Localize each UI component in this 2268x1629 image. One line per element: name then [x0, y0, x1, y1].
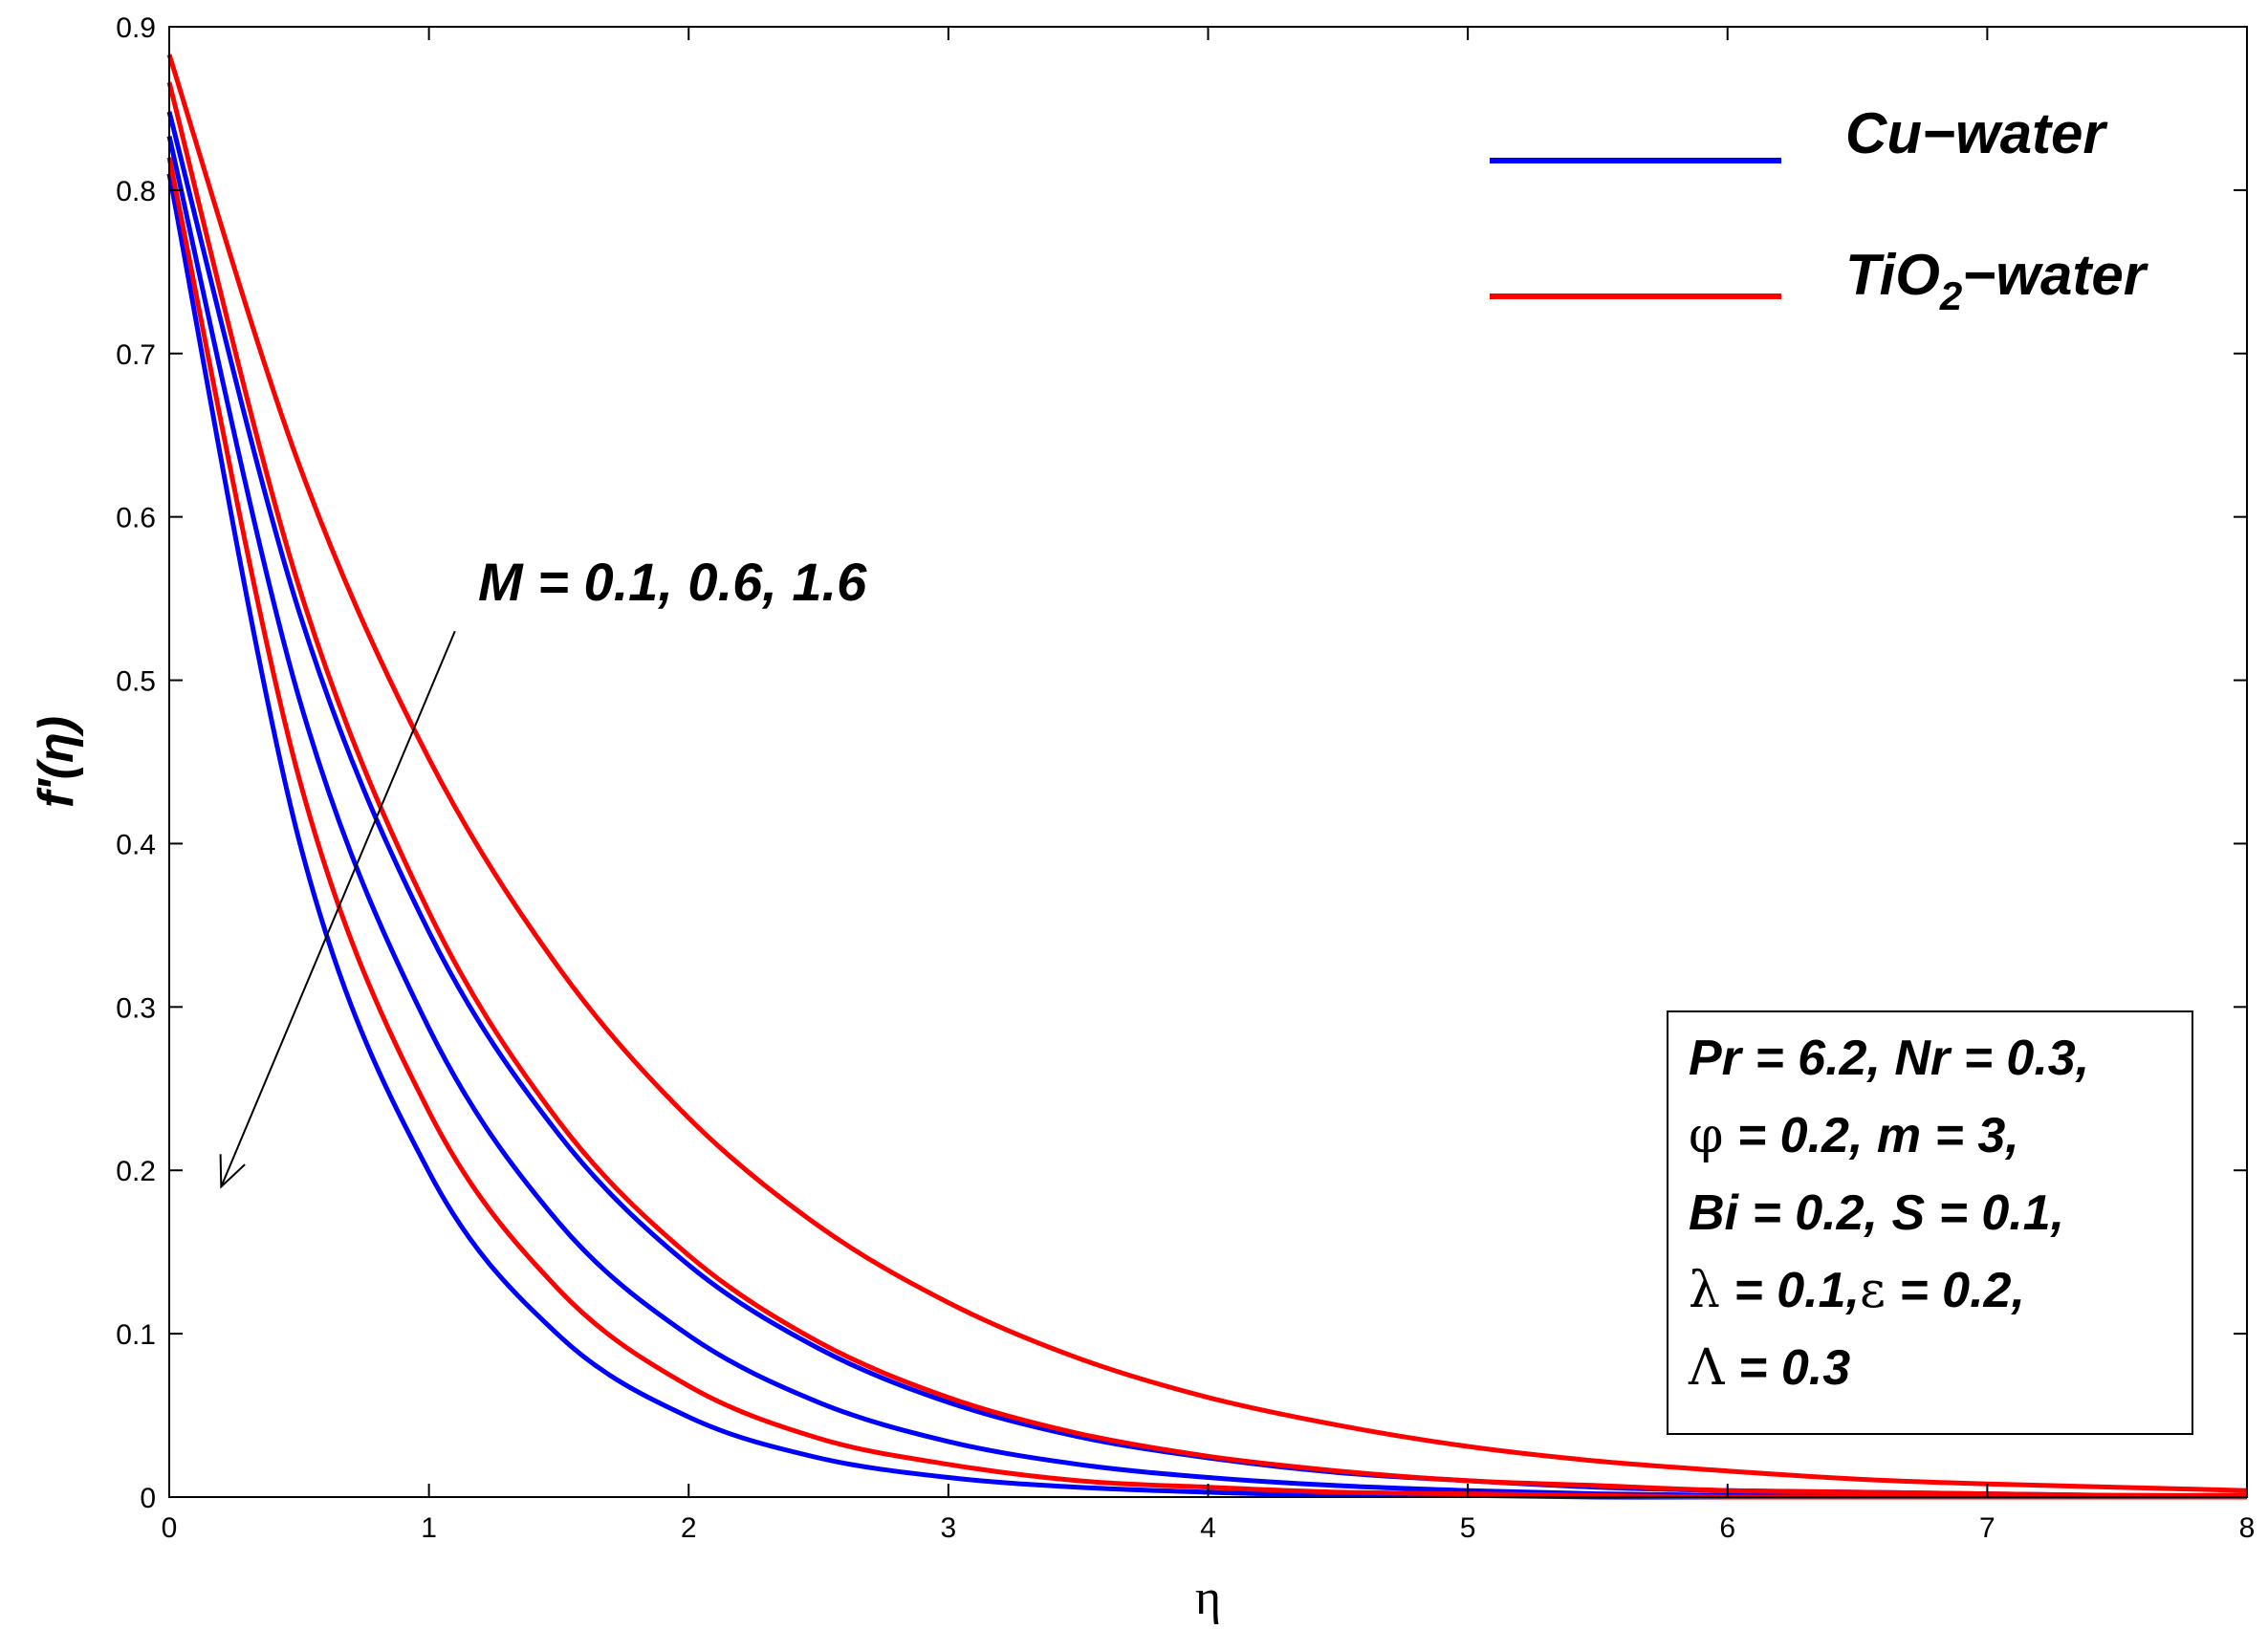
param-line-4-text: = 0.1,: [1720, 1263, 1860, 1318]
param-line-3: Bi = 0.2, S = 0.1,: [1689, 1185, 2064, 1241]
y-tick-label: 0: [140, 1483, 156, 1514]
x-axis-label: η: [1195, 1571, 1221, 1625]
param-line-4: λ = 0.1,ε = 0.2,: [1689, 1262, 2025, 1319]
param-line-1: Pr = 6.2, Nr = 0.3,: [1689, 1031, 2089, 1086]
y-tick-label: 0.3: [116, 992, 156, 1024]
annotation-arrowhead: [219, 1154, 246, 1189]
legend-label-tio2-rest: −water: [1962, 243, 2148, 307]
y-axis-label: f'(η): [29, 716, 84, 808]
x-tick-label: 6: [1719, 1512, 1735, 1544]
x-tick-label: 4: [1200, 1512, 1216, 1544]
legend-label-tio2-water: TiO2−water: [1845, 243, 2149, 318]
x-tick-label: 2: [681, 1512, 697, 1544]
y-tick-label: 0.8: [116, 176, 156, 207]
legend: Cu−water TiO2−water: [1490, 101, 2149, 318]
parameter-box: Pr = 6.2, Nr = 0.3, φ = 0.2, m = 3, Bi =…: [1667, 1010, 2193, 1435]
y-tick-label: 0.6: [116, 503, 156, 534]
x-tick-label: 1: [421, 1512, 437, 1544]
ticks-layer: 0 1 2 3 4 5 6 7 8 0 0.1 0.2 0.3 0.4 0.5 0.6 0.7 0.8 0.9: [116, 12, 2255, 1544]
annotation-m-values: M = 0.1, 0.6, 1.6: [478, 552, 867, 612]
capital-lambda-symbol: Λ: [1688, 1339, 1726, 1397]
param-line-2: φ = 0.2, m = 3,: [1689, 1107, 2019, 1164]
param-line-3-text: Bi = 0.2, S = 0.1,: [1689, 1185, 2064, 1241]
y-tick-label: 0.2: [116, 1156, 156, 1187]
phi-symbol: φ: [1689, 1107, 1723, 1164]
x-tick-label: 8: [2239, 1512, 2256, 1544]
param-line-4-text2: = 0.2,: [1886, 1263, 2025, 1318]
y-tick-label: 0.4: [116, 829, 156, 860]
lambda-symbol: λ: [1689, 1262, 1720, 1319]
y-tick-label: 0.5: [116, 666, 156, 698]
x-tick-label: 0: [162, 1512, 178, 1544]
epsilon-symbol: ε: [1860, 1262, 1886, 1319]
x-tick-label: 3: [941, 1512, 957, 1544]
x-tick-label: 7: [1979, 1512, 1995, 1544]
parameter-box-frame: [1667, 1010, 2193, 1435]
x-tick-label: 5: [1460, 1512, 1476, 1544]
y-tick-label: 0.1: [116, 1319, 156, 1351]
legend-label-cu-water: Cu−water: [1845, 101, 2108, 165]
annotation-arrow: [220, 630, 456, 1187]
series-line-tio2-water-m-0-6: [166, 81, 2248, 1498]
y-tick-label: 0.7: [116, 339, 156, 371]
y-tick-label: 0.9: [116, 12, 156, 44]
legend-label-tio2-sub: 2: [1939, 273, 1962, 318]
series-line-tio2-water-m-0-1: [166, 54, 2248, 1493]
param-line-1-text: Pr = 6.2, Nr = 0.3,: [1689, 1031, 2089, 1086]
param-line-2-text: = 0.2, m = 3,: [1723, 1108, 2018, 1163]
legend-label-tio2-main: TiO: [1845, 243, 1940, 307]
param-line-5: Λ = 0.3: [1688, 1339, 1850, 1397]
param-line-5-text: = 0.3: [1725, 1340, 1851, 1396]
